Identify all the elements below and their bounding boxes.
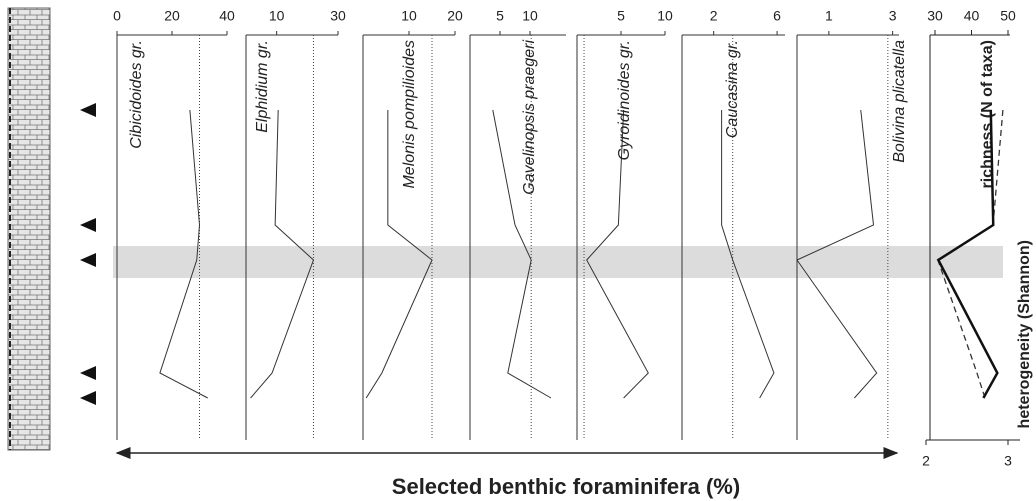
panel-title: Elphidium gr. bbox=[254, 40, 271, 133]
x-tick-label: 0 bbox=[113, 8, 121, 24]
x-tick-label: 10 bbox=[269, 8, 285, 24]
x-tick-label: 20 bbox=[164, 8, 180, 24]
sample-arrow bbox=[80, 366, 96, 380]
x-tick-label: 5 bbox=[617, 8, 625, 24]
data-line bbox=[796, 109, 878, 399]
x2-tick-label: 30 bbox=[927, 8, 943, 24]
x-tick-label: 5 bbox=[496, 8, 504, 24]
series-line bbox=[936, 109, 999, 399]
panel-title: Gyroidinoides gr. bbox=[616, 40, 633, 160]
data-line bbox=[250, 109, 315, 399]
panel-title: Gavelinopsis praegeri bbox=[521, 40, 538, 195]
panel-title: Bolivina plicatella bbox=[891, 40, 908, 163]
x-tick-label: 10 bbox=[522, 8, 538, 24]
data-line bbox=[365, 110, 433, 399]
series-label: richness (N of taxa) bbox=[979, 40, 996, 188]
sample-arrow bbox=[80, 103, 96, 117]
x-tick-label: 3 bbox=[889, 8, 897, 24]
x-tick-label: 20 bbox=[447, 8, 463, 24]
x-tick-label: 40 bbox=[219, 8, 235, 24]
series-label: heterogeneity (Shannon) bbox=[1016, 240, 1033, 428]
data-line bbox=[586, 109, 649, 399]
highlight-band bbox=[113, 246, 1003, 278]
sample-arrow bbox=[80, 218, 96, 232]
data-line bbox=[492, 109, 552, 399]
data-line bbox=[159, 109, 208, 399]
x-tick-label: 3 bbox=[1004, 453, 1012, 469]
x2-tick-label: 40 bbox=[964, 8, 980, 24]
x-tick-label: 1 bbox=[825, 8, 833, 24]
panel-title: Caucasina gr. bbox=[724, 40, 741, 138]
x-tick-label: 2 bbox=[922, 453, 930, 469]
x-tick-label: 6 bbox=[773, 8, 781, 24]
x2-tick-label: 50 bbox=[1000, 8, 1016, 24]
x-tick-label: 30 bbox=[330, 8, 346, 24]
lithology-column bbox=[7, 7, 51, 451]
x-tick-label: 2 bbox=[710, 8, 718, 24]
x-axis-title: Selected benthic foraminifera (%) bbox=[392, 474, 740, 499]
panel-title: Cibicidoides gr. bbox=[128, 40, 145, 149]
panel-title: Melonis pompilioides bbox=[401, 40, 418, 189]
data-line bbox=[721, 110, 775, 399]
x-tick-label: 10 bbox=[657, 8, 673, 24]
sample-arrow bbox=[80, 391, 96, 405]
sample-arrow bbox=[80, 253, 96, 267]
x-tick-label: 10 bbox=[401, 8, 417, 24]
